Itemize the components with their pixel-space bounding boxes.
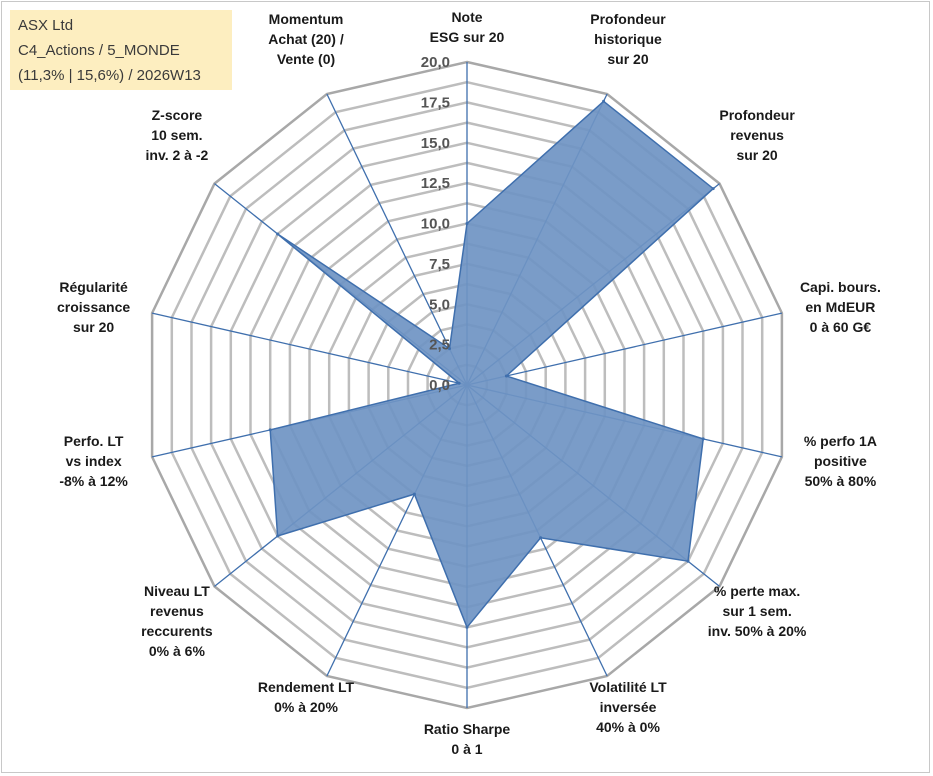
data-point (686, 559, 690, 563)
radial-ticks: 0,0 2,5 5,0 7,5 10,0 12,5 15,0 17,5 20,0 (421, 54, 450, 394)
axis-label: Profondeur revenus sur 20 (719, 107, 795, 163)
data-point (412, 492, 416, 496)
tick-label: 2,5 (429, 337, 450, 354)
data-point (539, 536, 543, 540)
axis-label: Volatilité LT inversée 40% à 0% (589, 679, 667, 735)
tick-label: 5,0 (429, 296, 450, 313)
info-company: ASX Ltd (18, 17, 74, 34)
axis-labels: Note ESG sur 20 Profondeur historique sur 20… (57, 9, 881, 757)
data-point (602, 99, 606, 103)
info-box: ASX Ltd C4_Actions / 5_MONDE (11,3% | 15… (10, 10, 232, 90)
tick-label: 12,5 (421, 175, 450, 192)
axis-label: Momentum Achat (20) / Vente (0) (268, 11, 344, 67)
axis-label: Capi. bours. en MdEUR 0 à 60 G€ (800, 279, 881, 335)
data-point (276, 232, 280, 236)
data-point (701, 437, 705, 441)
data-point (268, 428, 272, 432)
axis-label: % perfo 1A positive 50% à 80% (804, 433, 877, 489)
axis-line (466, 312, 783, 386)
data-point (504, 374, 508, 378)
axis-line (326, 93, 468, 386)
info-period: (11,3% | 15,6%) / 2026W13 (18, 67, 201, 84)
data-point (457, 381, 461, 385)
info-category: C4_Actions / 5_MONDE (18, 42, 180, 59)
data-point (465, 222, 469, 225)
data-point (276, 534, 280, 538)
tick-label: 10,0 (421, 216, 450, 233)
data-point (711, 187, 715, 191)
axis-label: % perte max. sur 1 sem. inv. 50% à 20% (708, 583, 807, 639)
axis-label: Z-score 10 sem. inv. 2 à -2 (146, 107, 209, 163)
data-point (465, 625, 469, 629)
tick-label: 7,5 (429, 256, 450, 273)
tick-label: 20,0 (421, 54, 450, 71)
axis-label: Profondeur historique sur 20 (590, 11, 666, 67)
data-area (269, 100, 715, 629)
axis-label: Ratio Sharpe 0 à 1 (424, 721, 511, 757)
axis-label: Niveau LT revenus reccurents 0% à 6% (141, 583, 213, 659)
axis-label: Rendement LT 0% à 20% (258, 679, 355, 715)
axis-label: Régularité croissance sur 20 (57, 279, 130, 335)
tick-label: 17,5 (421, 94, 450, 111)
data-point (448, 347, 451, 351)
tick-label: 0,0 (429, 377, 450, 394)
axis-label: Perfo. LT vs index -8% à 12% (59, 433, 128, 489)
axis-label: Note ESG sur 20 (430, 9, 505, 45)
axis-line (151, 312, 468, 386)
tick-label: 15,0 (421, 135, 450, 152)
